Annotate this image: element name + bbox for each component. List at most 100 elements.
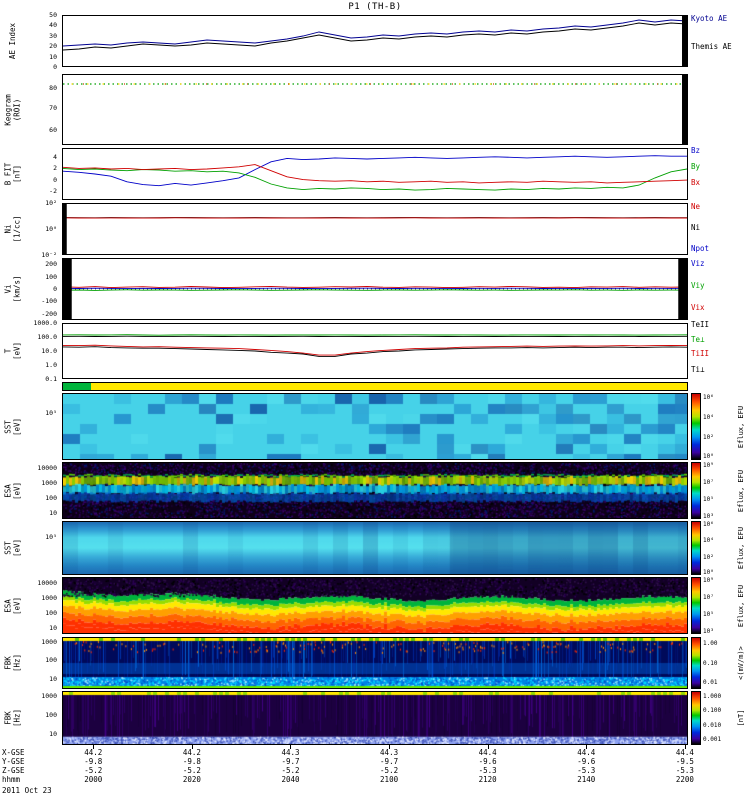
y-tick-label: -200 (41, 309, 57, 318)
vel-plot (63, 259, 687, 319)
y-tick-label: 1.0 (45, 361, 57, 369)
footer-value: 44.4 (675, 748, 694, 757)
axis-label-fbk_b: FBK [Hz] (3, 708, 22, 728)
series-label: Vix (691, 302, 705, 312)
footer-row-label: X-GSE (2, 748, 25, 757)
panel-sst_elec (62, 521, 688, 575)
y-tick-label: 10 (49, 509, 57, 518)
panel-esa_ion (62, 462, 688, 519)
y-tick-label: 4 (53, 152, 57, 161)
colorbar-unit-fbk_e: <(mV/m)> (737, 646, 745, 680)
axis-label-esa_elec: ESA [eV] (3, 596, 22, 615)
series-label: By (691, 162, 701, 172)
series-vix (63, 285, 687, 289)
y-tick-label: 70 (49, 104, 57, 113)
colorbar-tick: 0.010 (703, 722, 722, 730)
colorbar-esa_ion (691, 462, 701, 519)
footer-value: 44.2 (84, 748, 103, 757)
series-label: Ti⊥ (691, 365, 705, 375)
axis-label-keogram: Keogram (ROI) (3, 93, 22, 126)
y-tick-label: 100 (45, 656, 57, 665)
esa_ion-spectrogram (63, 463, 687, 518)
footer-row-label: Y-GSE (2, 757, 25, 766)
footer-value: 2200 (675, 775, 694, 784)
axis-label-sst_elec: SST [eV] (3, 538, 22, 558)
series-label: Bx (691, 178, 701, 188)
footer-value: -5.2 (281, 766, 300, 775)
series-bz (63, 155, 687, 187)
colorbar-tick: 10³ (703, 627, 714, 635)
series-ti- (63, 346, 687, 357)
bfit-plot (63, 155, 687, 191)
footer-value: 2000 (84, 775, 103, 784)
series-label: TeII (691, 320, 710, 330)
y-tick-label: -2 (49, 187, 57, 196)
y-tick-label: 100 (45, 711, 57, 720)
series-label: TiII (691, 349, 710, 359)
fbk_e-spectrogram (63, 638, 687, 688)
footer-value: -9.6 (478, 757, 497, 766)
sst_ion-spectrogram (63, 394, 687, 459)
colorbar-tick: 10⁴ (703, 414, 714, 422)
panel-keogram (62, 74, 688, 145)
axis-label-ni: Ni [1/cc] (3, 215, 22, 243)
footer-value: 44.4 (577, 748, 596, 757)
footer-value: -9.7 (380, 757, 399, 766)
y-tick-label: 200 (45, 260, 57, 269)
colorbar-unit-esa_ion: Eflux, EFU (737, 469, 745, 512)
colorbar-tick: 10⁴ (703, 537, 714, 545)
y-tick-label: 10 (49, 674, 57, 683)
panel-temp (62, 323, 688, 379)
y-tick-label: 0 (53, 285, 57, 293)
y-tick-label: 0 (53, 175, 57, 184)
esa_elec-spectrogram (63, 578, 687, 633)
x-tick-mark (93, 745, 95, 749)
footer-value: -9.8 (182, 757, 201, 766)
colorbar-tick: 0.01 (703, 679, 718, 687)
footer-value: -9.7 (281, 757, 300, 766)
footer-value: -5.2 (182, 766, 201, 775)
y-tick-label: 0.1 (45, 375, 57, 383)
colorbar-esa_elec (691, 577, 701, 634)
colorbar-tick: 10⁷ (703, 479, 714, 487)
colorbar-tick: 10⁷ (703, 594, 714, 602)
panel-bfit (62, 148, 688, 200)
y-tick-label: 100 (45, 494, 57, 503)
footer-row-label: Z-GSE (2, 766, 25, 775)
panel-fbk_e (62, 637, 688, 689)
colorbar-tick: 0.100 (703, 707, 722, 715)
series-label: Kyoto AE (691, 14, 728, 24)
footer-value: 44.2 (182, 748, 201, 757)
footer-value: -5.3 (577, 766, 596, 775)
y-tick-label: 10.0 (41, 347, 57, 355)
footer-value: 2120 (478, 775, 497, 784)
colorbar-unit-fbk_b: [nT] (737, 709, 745, 727)
series-label: Viy (691, 280, 705, 290)
y-tick-label: 10 (49, 52, 57, 61)
y-tick-label: 10² (45, 199, 57, 207)
axis-label-temp: T [eV] (3, 341, 22, 361)
colorbar-tick: 10² (703, 553, 714, 561)
y-tick-label: 80 (49, 84, 57, 93)
axis-label-ae: AE Index (7, 22, 17, 60)
colorbar-fbk_e (691, 637, 701, 689)
footer-row-label: hhmm (2, 775, 21, 784)
panel-ae (62, 15, 688, 67)
series-themis-ae (63, 22, 687, 51)
footer-value: -5.2 (84, 766, 103, 775)
colorbar-sst_ion (691, 393, 701, 460)
y-tick-label: 100 (45, 609, 57, 618)
sst_elec-spectrogram (63, 522, 687, 574)
colorbar-tick: 10⁵ (703, 611, 714, 619)
y-tick-label: 1000 (41, 479, 57, 488)
y-tick-label: 60 (49, 126, 57, 135)
y-tick-label: 1000.0 (33, 319, 57, 327)
colorbar-tick: 10⁵ (703, 496, 714, 504)
y-tick-label: 0 (53, 63, 57, 71)
series-label: Ni (691, 222, 701, 232)
footer-value: -5.3 (675, 766, 694, 775)
keogram-plot (63, 75, 687, 144)
panel-ni (62, 203, 688, 255)
colorbar-sst_elec (691, 521, 701, 575)
series-label: Npot (691, 243, 710, 253)
